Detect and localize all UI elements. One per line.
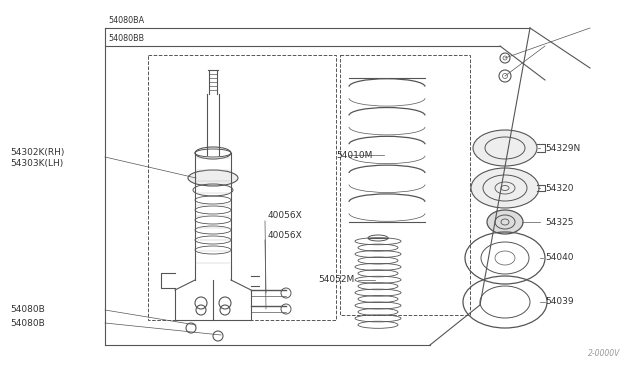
Text: 54052M: 54052M — [318, 276, 355, 285]
Text: 54010M: 54010M — [336, 151, 372, 160]
Ellipse shape — [487, 210, 523, 234]
Text: 54080B: 54080B — [10, 318, 45, 327]
Text: 54329N: 54329N — [545, 144, 580, 153]
Text: 54040: 54040 — [545, 253, 573, 263]
Text: 40056X: 40056X — [268, 211, 303, 219]
Text: 40056X: 40056X — [268, 231, 303, 240]
Ellipse shape — [188, 170, 238, 186]
Text: 2-0000V: 2-0000V — [588, 349, 620, 358]
Ellipse shape — [473, 130, 537, 166]
Text: 54080BB: 54080BB — [108, 34, 144, 43]
Bar — [340, 55, 470, 315]
Ellipse shape — [471, 168, 539, 208]
Text: 54325: 54325 — [545, 218, 573, 227]
Text: 54080B: 54080B — [10, 305, 45, 314]
Text: 54320: 54320 — [545, 183, 573, 192]
Text: 54303K(LH): 54303K(LH) — [10, 158, 63, 167]
Bar — [148, 55, 336, 320]
Text: 54302K(RH): 54302K(RH) — [10, 148, 65, 157]
Text: 54080BA: 54080BA — [108, 16, 144, 25]
Text: 54039: 54039 — [545, 298, 573, 307]
